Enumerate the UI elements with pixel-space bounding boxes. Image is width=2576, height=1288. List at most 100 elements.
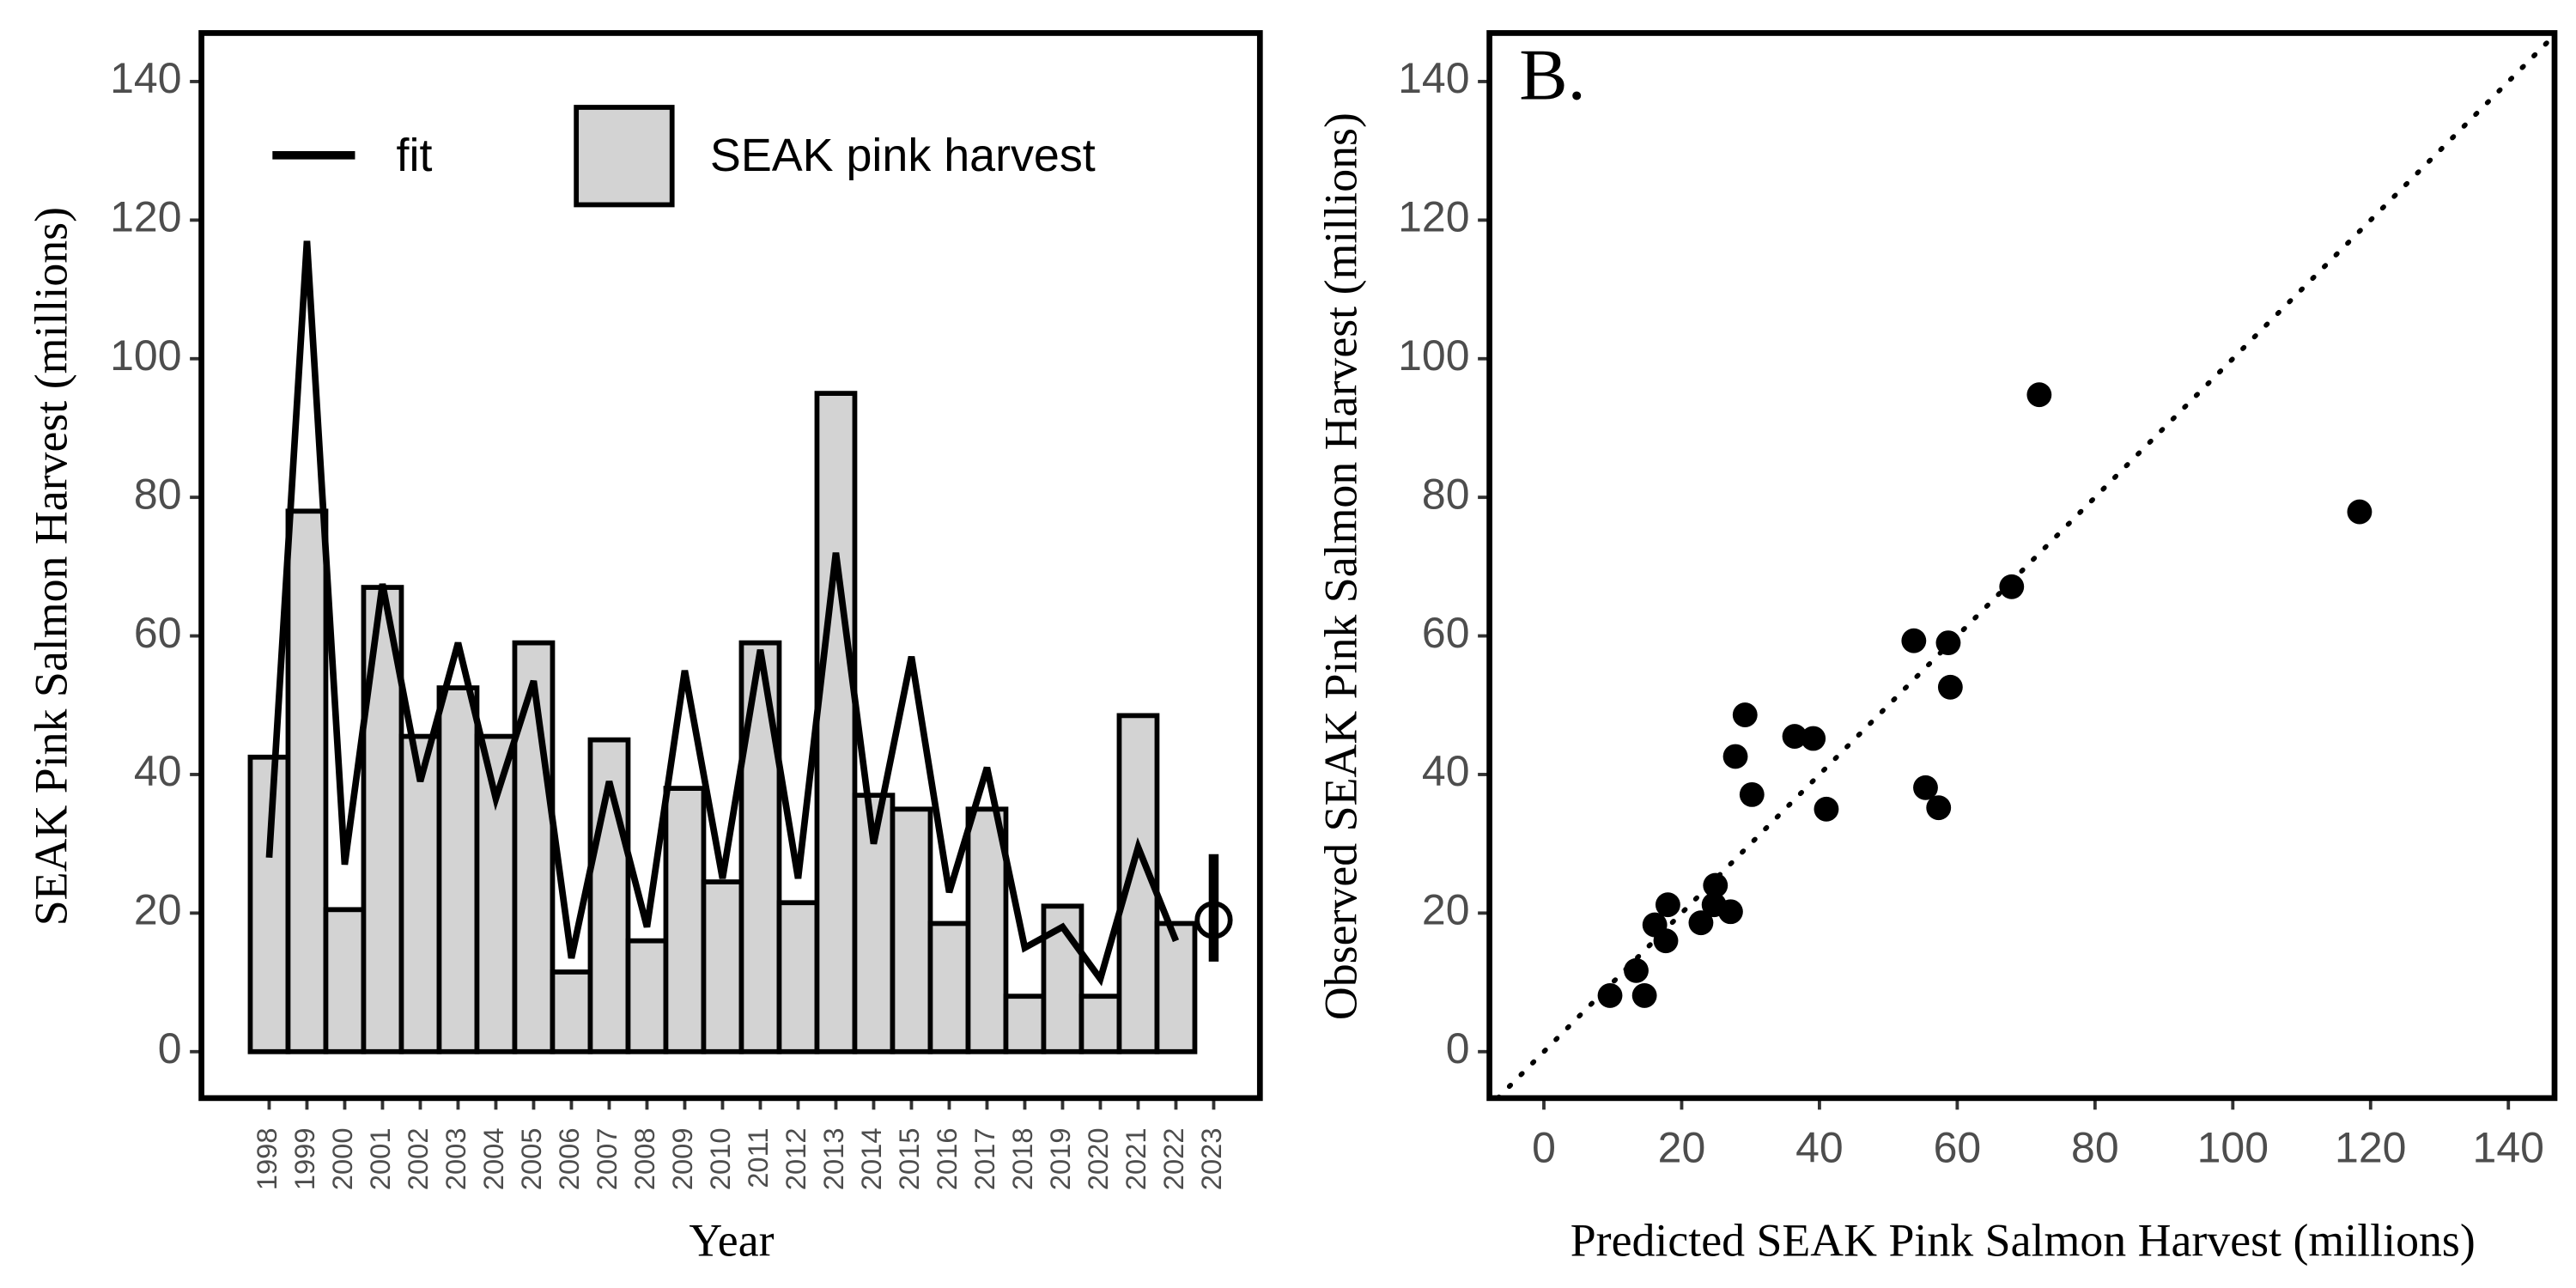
point	[1722, 744, 1748, 769]
point	[1926, 795, 1952, 821]
legend-label: SEAK pink harvest	[710, 130, 1096, 181]
y-tick-label: 20	[1422, 886, 1470, 934]
bar	[814, 391, 858, 1054]
y-tick-label: 20	[134, 886, 182, 934]
panel-label: B.	[1519, 36, 1586, 116]
bar	[890, 806, 933, 1054]
point	[1688, 910, 1714, 936]
x-tick-label: 2001	[364, 1127, 396, 1190]
fit-line	[265, 240, 1180, 987]
x-tick-label: 2000	[326, 1127, 358, 1190]
y-tick-label: 80	[134, 470, 182, 518]
y-tick-label: 100	[1398, 331, 1469, 380]
x-tick-label: 40	[1795, 1124, 1844, 1172]
x-tick-label: 140	[2473, 1124, 2544, 1172]
y-axis-title: Observed SEAK Pink Salmon Harvest (milli…	[1315, 112, 1367, 1020]
y-tick-label: 40	[1422, 747, 1470, 795]
point	[1739, 781, 1765, 807]
x-tick-label: 2009	[666, 1127, 698, 1190]
bar	[625, 938, 669, 1054]
y-tick-label: 120	[110, 193, 181, 241]
x-tick-label: 2002	[402, 1127, 434, 1190]
bar	[1003, 993, 1047, 1054]
point	[1913, 775, 1938, 800]
x-tick-label: 2019	[1044, 1127, 1076, 1190]
bar	[663, 786, 707, 1054]
x-tick-label: 2017	[969, 1127, 1000, 1190]
point	[1801, 726, 1826, 751]
y-tick-label: 100	[110, 331, 181, 380]
x-tick-label: 2023	[1195, 1127, 1227, 1190]
point	[1732, 702, 1758, 727]
bar	[323, 907, 367, 1054]
x-tick-label: 0	[1532, 1124, 1556, 1172]
y-tick-label: 140	[1398, 54, 1469, 102]
bar	[247, 754, 291, 1054]
identity-line	[1495, 32, 2557, 1101]
x-tick-label: 2015	[893, 1127, 925, 1190]
bar	[927, 920, 971, 1054]
bar	[436, 685, 480, 1054]
x-tick-label: 2006	[553, 1127, 585, 1190]
x-tick-label: 1999	[289, 1127, 320, 1190]
bar	[1078, 993, 1122, 1054]
point	[1653, 928, 1679, 954]
bar	[1154, 920, 1198, 1054]
y-tick-label: 40	[134, 747, 182, 795]
bar	[776, 900, 820, 1054]
point	[1718, 899, 1743, 925]
x-tick-label: 2010	[704, 1127, 736, 1190]
bar	[550, 969, 593, 1054]
point	[1814, 796, 1839, 822]
y-tick-label: 80	[1422, 470, 1470, 518]
x-tick-label: 2003	[440, 1127, 471, 1190]
point	[1901, 628, 1927, 653]
point	[1703, 872, 1728, 898]
x-tick-label: 2020	[1082, 1127, 1114, 1190]
x-tick-label: 2011	[742, 1127, 774, 1188]
x-tick-label: 80	[2071, 1124, 2119, 1172]
bar	[398, 733, 442, 1054]
point	[1999, 574, 2025, 599]
x-tick-label: 2013	[817, 1127, 849, 1190]
y-tick-label: 60	[134, 609, 182, 657]
point	[1935, 630, 1961, 656]
bar	[965, 806, 1009, 1054]
x-axis-title: Year	[689, 1214, 774, 1266]
point	[1937, 674, 1963, 700]
x-tick-label: 2021	[1120, 1127, 1151, 1190]
legend-label: fit	[397, 130, 433, 181]
bar	[701, 879, 744, 1054]
x-tick-label: 20	[1658, 1124, 1706, 1172]
x-tick-label: 2012	[780, 1127, 811, 1190]
x-tick-label: 2008	[629, 1127, 660, 1190]
point	[1655, 892, 1680, 918]
y-axis-title: SEAK Pink Salmon Harvest (millions)	[26, 207, 77, 926]
point	[2347, 499, 2372, 525]
y-tick-label: 60	[1422, 609, 1470, 657]
x-tick-label: 60	[1934, 1124, 1982, 1172]
x-tick-label: 2005	[515, 1127, 547, 1190]
y-tick-label: 120	[1398, 193, 1469, 241]
y-tick-label: 0	[1446, 1024, 1470, 1072]
panel-border	[198, 30, 1263, 1102]
x-tick-label: 2018	[1006, 1127, 1038, 1190]
x-tick-label: 100	[2197, 1124, 2269, 1172]
point	[1631, 982, 1657, 1008]
bar	[738, 640, 782, 1054]
x-axis-title: Predicted SEAK Pink Salmon Harvest (mill…	[1571, 1214, 2476, 1266]
bar	[285, 508, 329, 1054]
x-tick-label: 1998	[251, 1127, 283, 1190]
panel-border	[1486, 30, 2558, 1102]
y-tick-label: 140	[110, 54, 181, 102]
x-tick-label: 2022	[1157, 1127, 1189, 1190]
x-tick-label: 120	[2335, 1124, 2406, 1172]
x-tick-label: 2004	[477, 1127, 509, 1190]
point	[1782, 724, 1807, 750]
x-tick-label: 2007	[591, 1127, 623, 1190]
forecast-point	[1194, 901, 1233, 939]
legend-bar-key	[574, 105, 675, 208]
x-tick-label: 2014	[855, 1127, 887, 1190]
